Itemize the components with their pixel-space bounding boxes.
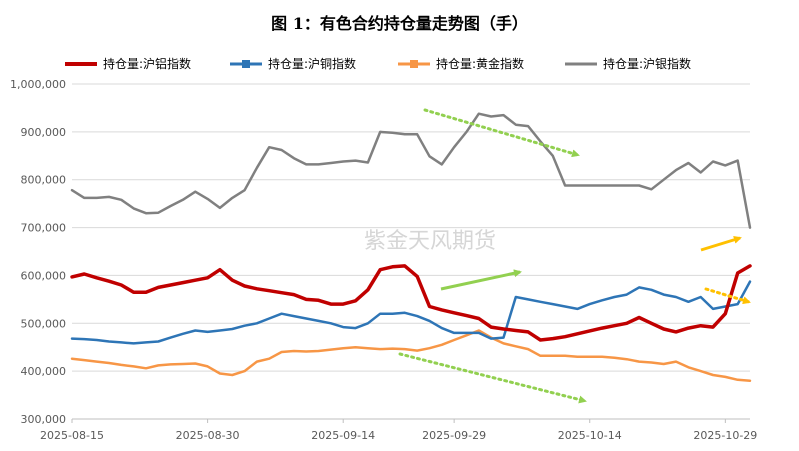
x-tick-label: 2025-10-29	[693, 429, 757, 442]
legend-label: 持仓量:沪铜指数	[268, 56, 356, 71]
y-tick-label: 400,000	[21, 365, 67, 378]
y-tick-label: 300,000	[21, 413, 67, 426]
x-tick-label: 2025-09-14	[311, 429, 375, 442]
y-tick-label: 1,000,000	[10, 78, 66, 91]
annotation-arrow-0	[423, 108, 580, 158]
annotation-arrow-2	[398, 352, 587, 404]
y-tick-label: 800,000	[21, 174, 67, 187]
chart-title: 图 1：有色合约持仓量走势图（手）	[271, 14, 528, 33]
y-tick-label: 500,000	[21, 317, 67, 330]
legend-label: 持仓量:沪银指数	[603, 56, 691, 71]
series-group	[70, 112, 752, 382]
annotation-arrow-3	[700, 235, 742, 252]
legend-marker	[242, 60, 250, 68]
chart-legend: 持仓量:沪铝指数 持仓量:沪铜指数 持仓量:黄金指数 持仓量:沪银指数	[65, 56, 691, 71]
series-line-0	[70, 264, 752, 342]
series-line-1	[70, 280, 752, 345]
x-tick-label: 2025-08-15	[40, 429, 104, 442]
y-tick-label: 900,000	[21, 126, 67, 139]
annotation-arrow-1	[440, 269, 522, 291]
x-tick-label: 2025-08-30	[176, 429, 240, 442]
x-tick-label: 2025-09-29	[422, 429, 486, 442]
legend-label: 持仓量:黄金指数	[436, 56, 524, 71]
series-line-2	[70, 329, 752, 382]
series-line-3	[70, 112, 752, 229]
legend-label: 持仓量:沪铝指数	[103, 56, 191, 71]
y-tick-label: 700,000	[21, 222, 67, 235]
x-tick-label: 2025-10-14	[558, 429, 622, 442]
axes: 2025-08-15 2025-08-30 2025-09-14 2025-09-29…	[40, 418, 757, 442]
annotation-arrow-4	[704, 287, 751, 305]
annotation-arrows	[398, 108, 751, 404]
y-tick-label: 600,000	[21, 269, 67, 282]
legend-marker	[410, 60, 418, 68]
watermark: 紫金天风期货	[364, 229, 496, 254]
grid-lines: 300,000 400,000 500,000 600,000 700,000 800,0…	[10, 78, 750, 426]
